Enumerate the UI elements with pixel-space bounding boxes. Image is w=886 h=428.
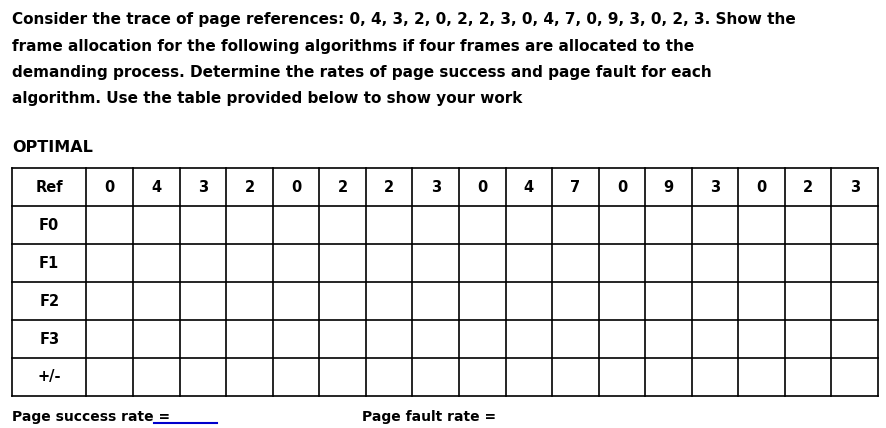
Text: F2: F2 — [39, 294, 59, 309]
Text: Ref: Ref — [35, 179, 63, 194]
Text: 9: 9 — [664, 179, 673, 194]
Text: 0: 0 — [291, 179, 301, 194]
Text: demanding process. Determine the rates of page success and page fault for each: demanding process. Determine the rates o… — [12, 65, 711, 80]
Text: 2: 2 — [384, 179, 394, 194]
Text: 2: 2 — [245, 179, 254, 194]
Text: 2: 2 — [803, 179, 813, 194]
Text: 4: 4 — [152, 179, 161, 194]
Text: 0: 0 — [757, 179, 766, 194]
Text: F0: F0 — [39, 217, 59, 232]
Text: 3: 3 — [850, 179, 859, 194]
Text: +/-: +/- — [37, 369, 61, 384]
Text: 0: 0 — [617, 179, 627, 194]
Text: 3: 3 — [198, 179, 208, 194]
Text: 0: 0 — [105, 179, 115, 194]
Text: Page success rate =: Page success rate = — [12, 410, 170, 424]
Text: 2: 2 — [338, 179, 347, 194]
Text: 3: 3 — [710, 179, 720, 194]
Text: F1: F1 — [39, 256, 59, 270]
Text: 7: 7 — [571, 179, 580, 194]
Text: F3: F3 — [39, 332, 59, 347]
Text: frame allocation for the following algorithms if four frames are allocated to th: frame allocation for the following algor… — [12, 39, 695, 54]
Text: 4: 4 — [524, 179, 534, 194]
Text: OPTIMAL: OPTIMAL — [12, 140, 93, 155]
Text: Page fault rate =: Page fault rate = — [362, 410, 496, 424]
Text: algorithm. Use the table provided below to show your work: algorithm. Use the table provided below … — [12, 92, 523, 107]
Text: 3: 3 — [431, 179, 440, 194]
Text: Consider the trace of page references: 0, 4, 3, 2, 0, 2, 2, 3, 0, 4, 7, 0, 9, 3,: Consider the trace of page references: 0… — [12, 12, 796, 27]
Text: 0: 0 — [478, 179, 487, 194]
